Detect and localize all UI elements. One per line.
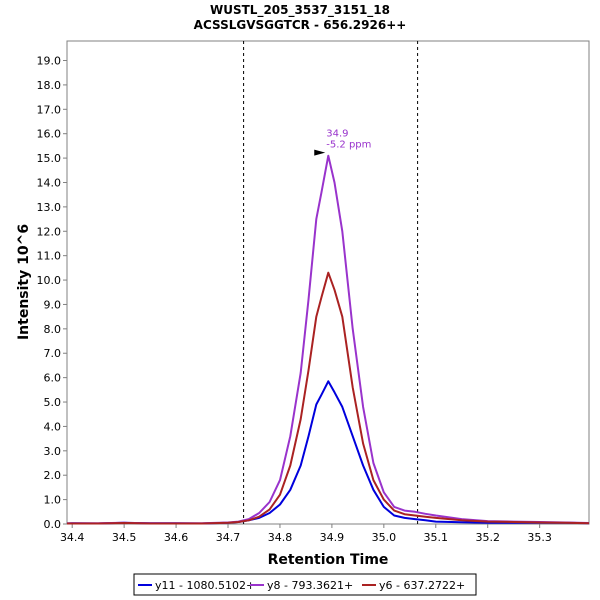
x-axis: 34.4 34.5 34.6 34.7 34.8 34.9 35.0 35.1 35.2 35.3: [60, 524, 552, 544]
y-tick-label: 0.0: [44, 518, 62, 531]
peak-annotation: 34.9 -5.2 ppm: [314, 129, 371, 156]
peak-rt-label: 34.9: [326, 129, 348, 140]
y-tick-label: 9.0: [44, 298, 62, 311]
x-tick-label: 35.2: [475, 531, 500, 544]
peak-boundaries: [243, 41, 419, 524]
x-tick-label: 35.0: [372, 531, 397, 544]
x-tick-label: 34.6: [164, 531, 189, 544]
y-axis-label: Intensity 10^6: [16, 224, 32, 340]
chart-subtitle: ACSSLGVSGGTCR - 656.2926++: [194, 18, 407, 32]
y-tick-label: 10.0: [37, 274, 62, 287]
plot-area: [66, 40, 590, 525]
x-tick-label: 35.1: [424, 531, 449, 544]
y-tick-label: 7.0: [44, 347, 62, 360]
x-tick-label: 35.3: [527, 531, 552, 544]
x-tick-label: 34.7: [216, 531, 241, 544]
x-tick-label: 34.8: [268, 531, 293, 544]
plot-frame: [66, 40, 590, 525]
x-tick-label: 34.9: [320, 531, 345, 544]
legend: y11 - 1080.5102+ y8 - 793.3621+ y6 - 637.2…: [133, 573, 477, 596]
peak-arrow-marker: [314, 149, 326, 156]
legend-entry: y11 - 1080.5102+: [155, 579, 255, 592]
series-lines: [66, 154, 590, 525]
y-tick-label: 18.0: [37, 79, 62, 92]
y-tick-label: 6.0: [44, 372, 62, 385]
series-line: [67, 271, 590, 525]
y-tick-label: 8.0: [44, 323, 62, 336]
y-axis: 0.0 1.0 2.0 3.0 4.0 5.0 6.0 7.0 8.0 9.0 10.0 11.0 12…: [37, 55, 67, 531]
y-tick-label: 12.0: [37, 225, 62, 238]
chart-title: WUSTL_205_3537_3151_18: [210, 3, 390, 18]
x-tick-label: 34.4: [60, 531, 85, 544]
y-tick-label: 4.0: [44, 420, 62, 433]
y-tick-label: 15.0: [37, 152, 62, 165]
legend-entry: y6 - 637.2722+: [379, 579, 465, 592]
y-tick-label: 11.0: [37, 250, 62, 263]
x-tick-label: 34.5: [112, 531, 137, 544]
legend-entry: y8 - 793.3621+: [267, 579, 353, 592]
y-tick-label: 14.0: [37, 176, 62, 189]
y-tick-label: 13.0: [37, 201, 62, 214]
legend-box: [133, 573, 477, 596]
peak-ppm-label: -5.2 ppm: [326, 140, 371, 151]
y-tick-label: 17.0: [37, 103, 62, 116]
x-axis-label: Retention Time: [268, 552, 389, 568]
y-tick-label: 3.0: [44, 445, 62, 458]
y-tick-label: 5.0: [44, 396, 62, 409]
y-tick-label: 1.0: [44, 494, 62, 507]
y-tick-label: 19.0: [37, 55, 62, 68]
y-tick-label: 16.0: [37, 128, 62, 141]
y-tick-label: 2.0: [44, 469, 62, 482]
